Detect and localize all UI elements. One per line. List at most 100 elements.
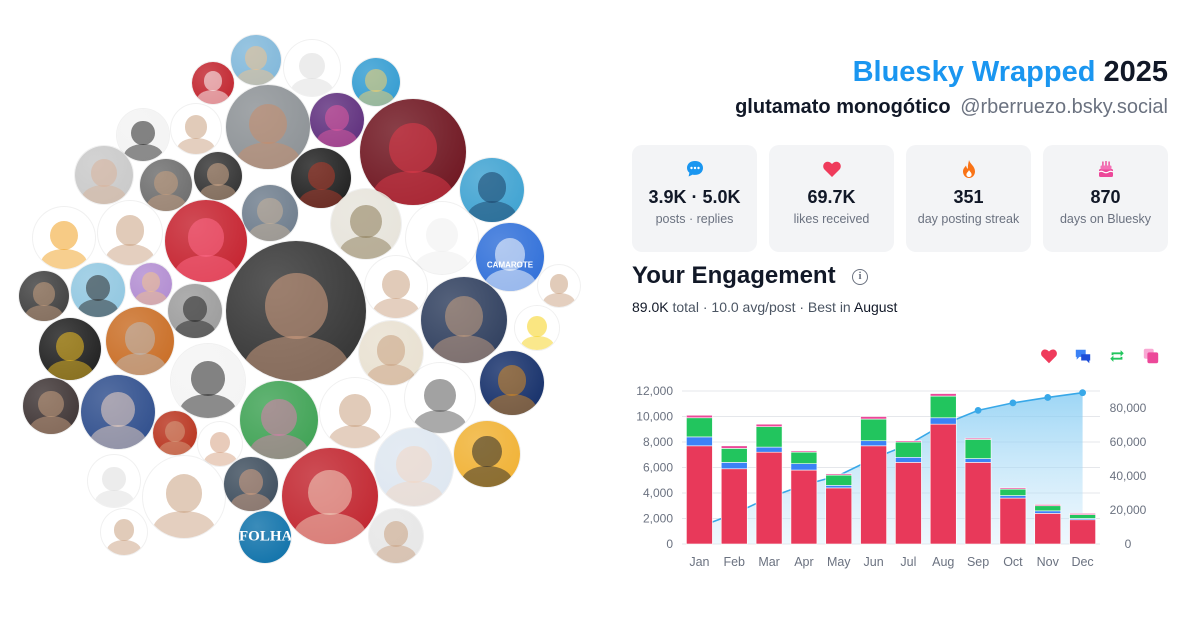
avatar[interactable] xyxy=(282,448,378,544)
cumulative-point xyxy=(1044,394,1052,401)
best-prefix: Best in xyxy=(807,299,851,315)
avatar[interactable] xyxy=(192,62,234,104)
y-tick-label-right: 80,000 xyxy=(1110,401,1147,415)
avatar[interactable] xyxy=(226,85,310,169)
avatar[interactable] xyxy=(421,277,507,363)
avatar-face-shape xyxy=(389,122,437,174)
avatar[interactable] xyxy=(130,263,172,305)
user-handle[interactable]: @rberruezo.bsky.social xyxy=(960,96,1168,118)
display-name[interactable]: glutamato monogótico xyxy=(735,96,951,118)
replies-legend-icon[interactable] xyxy=(1074,347,1092,365)
avatar[interactable] xyxy=(480,351,544,415)
avatar[interactable] xyxy=(98,201,162,265)
x-tick-label: May xyxy=(827,555,851,569)
flame-icon xyxy=(962,160,975,178)
avatar[interactable] xyxy=(23,378,79,434)
avatar[interactable] xyxy=(242,185,298,241)
avatar-face-shape xyxy=(50,220,78,251)
avatar-face-shape xyxy=(444,296,484,338)
avatar-body-shape xyxy=(175,255,237,282)
avatar-body-shape xyxy=(203,451,237,466)
chart-legend xyxy=(1040,347,1172,367)
avatar-face-shape xyxy=(308,469,352,516)
avatar[interactable] xyxy=(153,411,197,455)
avatar[interactable] xyxy=(224,457,278,511)
y-tick-label-left: 10,000 xyxy=(636,410,673,424)
avatar[interactable] xyxy=(291,148,351,208)
avatar[interactable] xyxy=(75,146,133,204)
avatar[interactable] xyxy=(515,306,559,350)
avatar-body-shape xyxy=(40,248,88,269)
engagement-chart: 0 2,000 4,000 6,000 8,000 10,000 12,000 0 20,000… xyxy=(636,384,1147,569)
avatar[interactable] xyxy=(39,318,101,380)
avatar-face-shape xyxy=(38,390,64,418)
avatar[interactable] xyxy=(375,428,453,506)
bar-segment xyxy=(825,474,853,486)
avatar[interactable] xyxy=(168,284,222,338)
bar-segment xyxy=(720,445,748,449)
quotes-legend-icon[interactable] xyxy=(1142,347,1160,365)
avatar[interactable] xyxy=(406,202,478,274)
avatar[interactable]: FOLHA xyxy=(239,511,291,563)
stats-row: 3.9K · 5.0K posts · replies 69.7K likes … xyxy=(632,145,1168,252)
avatar-body-shape xyxy=(158,440,192,455)
avatar[interactable] xyxy=(310,93,364,147)
avatar[interactable] xyxy=(405,363,475,433)
avatar-body-shape xyxy=(249,433,309,459)
avatar-face-shape xyxy=(307,161,335,190)
bar-segment xyxy=(755,426,783,448)
avatar-face-shape xyxy=(425,218,459,253)
avatar-body-shape xyxy=(177,137,215,154)
avatar[interactable] xyxy=(226,241,366,381)
avatar[interactable] xyxy=(240,381,318,459)
avatar[interactable] xyxy=(19,271,69,321)
avatar[interactable] xyxy=(454,421,520,487)
bar-segment xyxy=(929,395,957,419)
avatar[interactable] xyxy=(352,58,400,106)
bar-segment xyxy=(860,445,887,545)
avatar[interactable] xyxy=(106,307,174,375)
avatar[interactable] xyxy=(359,321,423,385)
avatar-face-shape xyxy=(396,445,432,483)
avatar[interactable] xyxy=(165,200,247,282)
reposts-legend-icon[interactable] xyxy=(1108,347,1126,365)
avatar-face-shape xyxy=(210,431,230,453)
avatar[interactable] xyxy=(171,344,245,418)
avatar[interactable] xyxy=(460,158,524,222)
avatar[interactable] xyxy=(140,159,192,211)
x-tick-label: Aug xyxy=(932,555,954,569)
avatar[interactable] xyxy=(369,509,423,563)
stat-label: days on Bluesky xyxy=(1059,212,1152,226)
info-icon[interactable]: i xyxy=(852,269,868,285)
bar-segment xyxy=(790,451,818,464)
avatar[interactable] xyxy=(117,109,169,161)
avatar[interactable] xyxy=(538,265,580,307)
engagement-title: Your Engagement xyxy=(632,262,836,289)
bar-segment xyxy=(825,487,853,545)
page-title: Bluesky Wrapped 2025 xyxy=(853,56,1168,89)
avatar-face-shape xyxy=(115,215,145,246)
avatar[interactable] xyxy=(360,99,466,205)
avatar[interactable] xyxy=(88,455,140,507)
avatar[interactable] xyxy=(143,456,225,538)
avatar[interactable] xyxy=(101,509,147,555)
bar-segment xyxy=(790,463,818,471)
bar-segment xyxy=(755,446,783,453)
avatar[interactable] xyxy=(284,40,340,96)
x-tick-label: Jan xyxy=(689,555,709,569)
avatar-face-shape xyxy=(494,238,526,271)
avatar[interactable] xyxy=(198,422,242,466)
avatar[interactable] xyxy=(81,375,155,449)
avatar[interactable] xyxy=(365,256,427,318)
avatar-body-shape xyxy=(153,511,215,538)
avatar[interactable] xyxy=(320,378,390,448)
avatar[interactable] xyxy=(171,104,221,154)
likes-legend-icon[interactable] xyxy=(1040,347,1058,365)
avatar[interactable] xyxy=(33,207,95,269)
avatar[interactable]: CAMAROTE xyxy=(476,223,544,291)
avatar[interactable] xyxy=(194,152,242,200)
avatar[interactable] xyxy=(231,35,281,85)
avatar[interactable] xyxy=(71,263,125,317)
stat-label: day posting streak xyxy=(917,212,1020,226)
avatar[interactable] xyxy=(331,189,401,259)
